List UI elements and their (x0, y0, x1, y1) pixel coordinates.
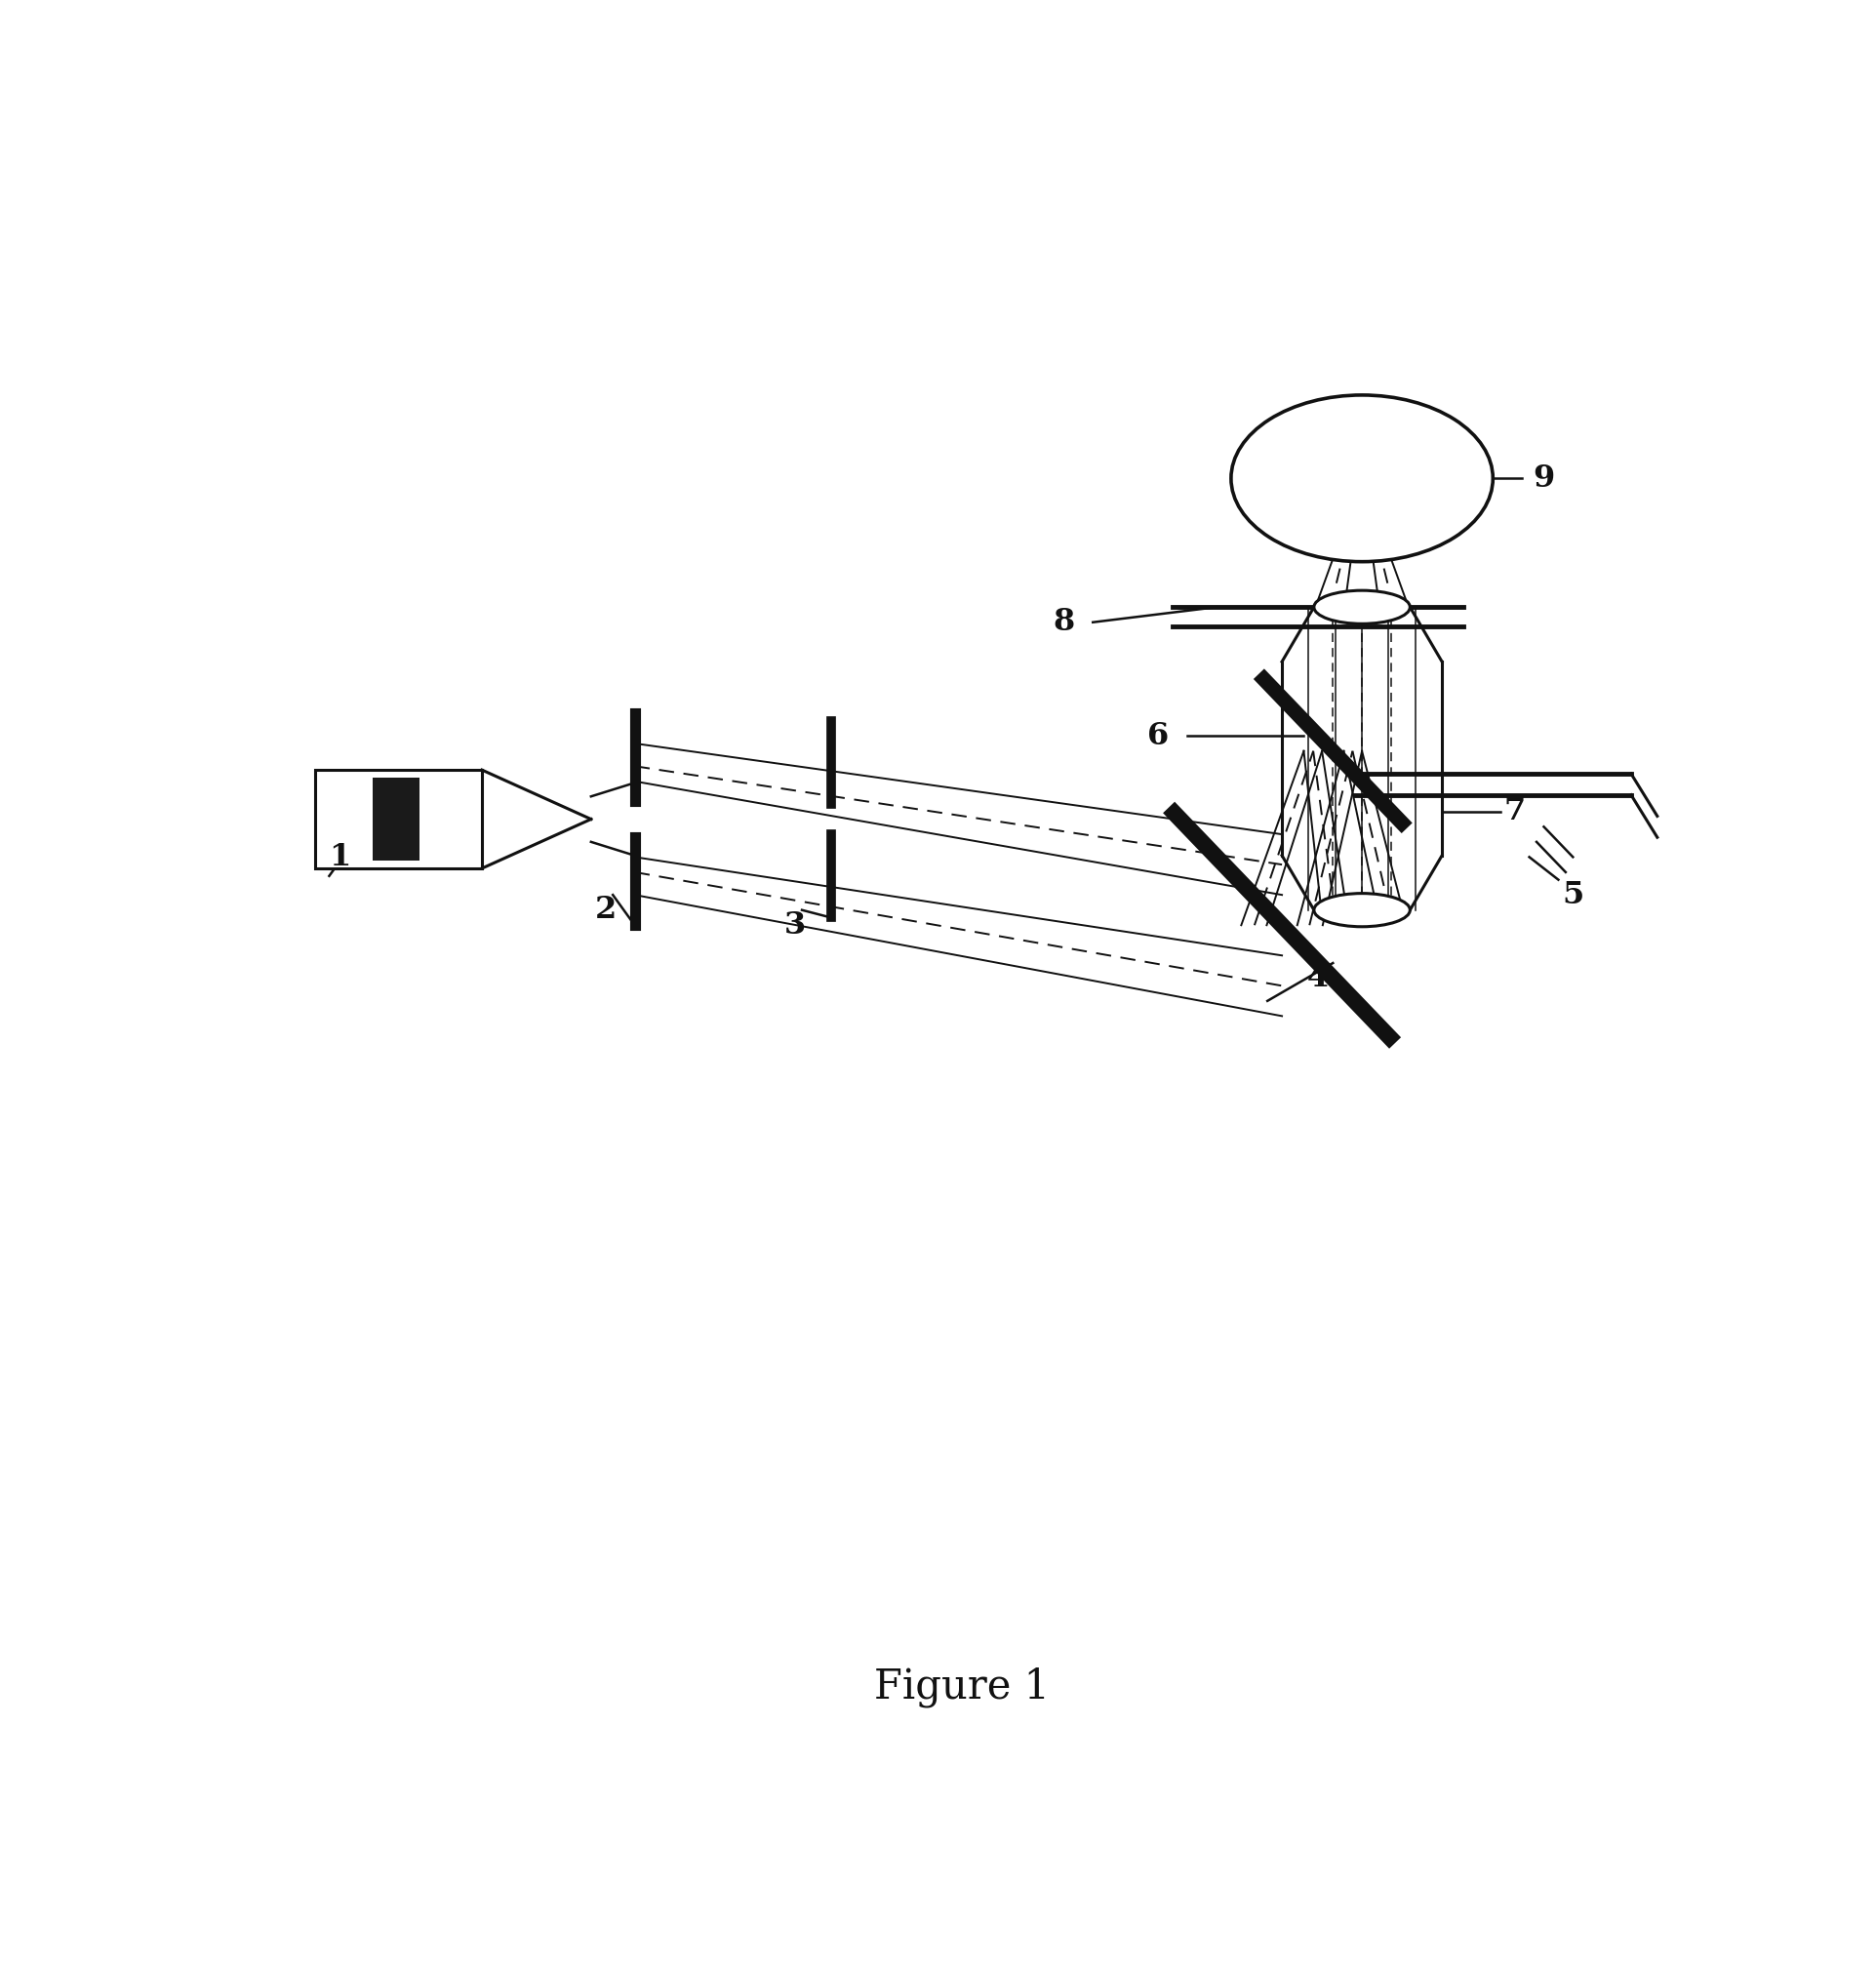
Text: 5: 5 (1561, 879, 1583, 911)
Ellipse shape (1231, 395, 1491, 563)
Text: 8: 8 (1052, 608, 1075, 637)
Text: 6: 6 (1146, 720, 1169, 751)
Text: 9: 9 (1533, 464, 1553, 494)
Text: Figure 1: Figure 1 (874, 1666, 1049, 1707)
Bar (315, 769, 482, 867)
Text: 3: 3 (784, 911, 805, 940)
Text: 1: 1 (328, 842, 351, 871)
Ellipse shape (1313, 590, 1409, 624)
Text: 2: 2 (595, 895, 615, 924)
Text: 7: 7 (1503, 797, 1525, 826)
Bar (373, 777, 418, 862)
Text: 4: 4 (1308, 964, 1328, 993)
Ellipse shape (1313, 893, 1409, 926)
